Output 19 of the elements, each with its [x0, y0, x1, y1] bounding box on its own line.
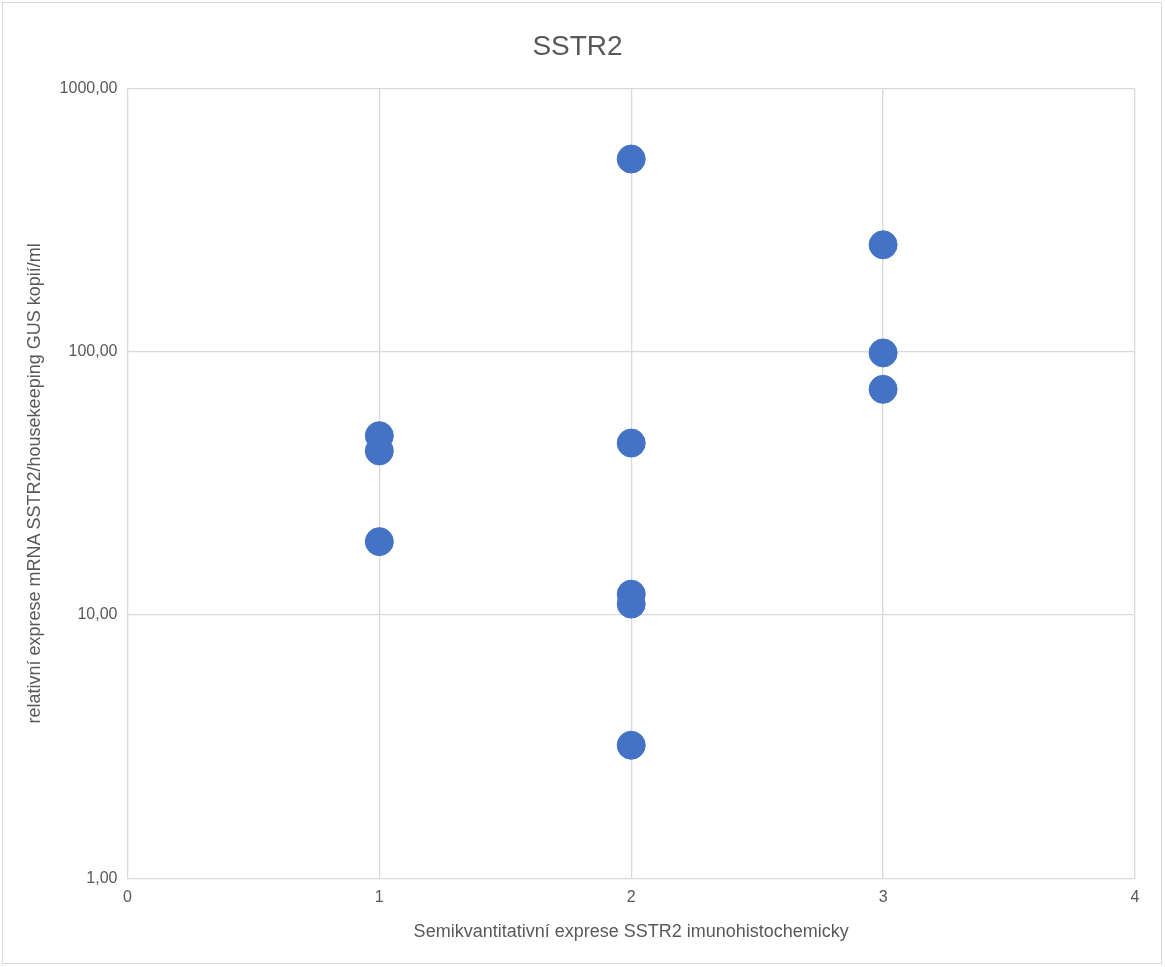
- y-tick-label: 10,00: [77, 605, 118, 623]
- point: [616, 144, 646, 174]
- chart-title: SSTR2: [532, 29, 623, 61]
- x-tick-label: 4: [1130, 888, 1140, 906]
- x-tick-label: 3: [878, 888, 888, 906]
- x-tick-label: 2: [626, 888, 636, 906]
- y-tick-label: 1,00: [86, 868, 118, 886]
- point: [868, 374, 898, 404]
- y-axis-title: relativní exprese mRNA SSTR2/housekeeping GUS kopií/ml: [23, 243, 44, 724]
- x-tick-label: 1: [374, 888, 384, 906]
- point: [868, 338, 898, 368]
- point: [616, 428, 646, 458]
- point: [868, 230, 898, 260]
- y-tick-label: 100,00: [68, 342, 118, 360]
- x-axis-title: Semikvantitativní exprese SSTR2 imunohistochemicky: [413, 921, 849, 942]
- point: [364, 527, 394, 557]
- x-tick-label: 0: [122, 888, 132, 906]
- y-tick-label: 1000,00: [59, 79, 118, 97]
- point: [616, 730, 646, 760]
